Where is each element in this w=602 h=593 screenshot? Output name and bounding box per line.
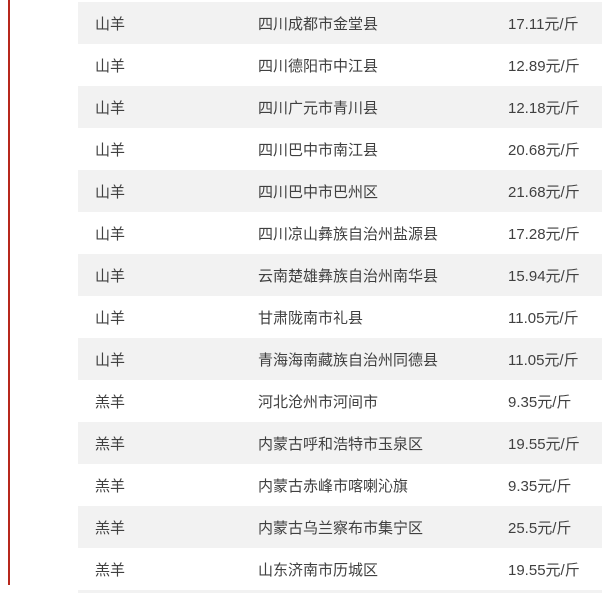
table-row: 山羊 青海海南藏族自治州同德县 11.05元/斤	[78, 338, 602, 380]
breed-cell: 山羊	[95, 183, 126, 201]
breed-cell: 山羊	[95, 99, 126, 117]
price-cell: 21.68元/斤	[508, 183, 580, 201]
price-cell: 9.35元/斤	[508, 477, 572, 495]
breed-cell: 羔羊	[95, 435, 126, 453]
table-row: 山羊 四川凉山彝族自治州盐源县 17.28元/斤	[78, 212, 602, 254]
region-cell: 青海海南藏族自治州同德县	[258, 351, 439, 369]
left-accent-border	[8, 0, 10, 585]
breed-cell: 山羊	[95, 225, 126, 243]
breed-cell: 山羊	[95, 57, 126, 75]
table-row: 山羊 云南楚雄彝族自治州南华县 15.94元/斤	[78, 254, 602, 296]
breed-cell: 山羊	[95, 267, 126, 285]
breed-cell: 羔羊	[95, 561, 126, 579]
breed-cell: 羔羊	[95, 393, 126, 411]
price-cell: 9.35元/斤	[508, 393, 572, 411]
table-row: 羔羊 内蒙古乌兰察布市集宁区 25.5元/斤	[78, 506, 602, 548]
breed-cell: 山羊	[95, 351, 126, 369]
table-row: 山羊 四川巴中市巴州区 21.68元/斤	[78, 170, 602, 212]
region-cell: 甘肃陇南市礼县	[258, 309, 364, 327]
price-cell: 20.68元/斤	[508, 141, 580, 159]
table-row: 羔羊 山东济南市历城区 19.55元/斤	[78, 548, 602, 590]
table-row: 山羊 四川广元市青川县 12.18元/斤	[78, 86, 602, 128]
region-cell: 四川德阳市中江县	[258, 57, 379, 75]
price-cell: 15.94元/斤	[508, 267, 580, 285]
table-row: 羔羊 河北沧州市河间市 9.35元/斤	[78, 380, 602, 422]
price-cell: 19.55元/斤	[508, 561, 580, 579]
livestock-price-table: 山羊 四川成都市金堂县 17.11元/斤 山羊 四川德阳市中江县 12.89元/…	[78, 2, 602, 593]
price-cell: 19.55元/斤	[508, 435, 580, 453]
breed-cell: 羔羊	[95, 519, 126, 537]
table-row: 羔羊 内蒙古呼和浩特市玉泉区 19.55元/斤	[78, 422, 602, 464]
table-row: 羔羊 内蒙古赤峰市喀喇沁旗 9.35元/斤	[78, 464, 602, 506]
breed-cell: 山羊	[95, 309, 126, 327]
table-row: 山羊 四川德阳市中江县 12.89元/斤	[78, 44, 602, 86]
region-cell: 四川广元市青川县	[258, 99, 379, 117]
region-cell: 四川凉山彝族自治州盐源县	[258, 225, 439, 243]
region-cell: 内蒙古乌兰察布市集宁区	[258, 519, 424, 537]
region-cell: 四川巴中市南江县	[258, 141, 379, 159]
breed-cell: 山羊	[95, 15, 126, 33]
table-row: 山羊 四川巴中市南江县 20.68元/斤	[78, 128, 602, 170]
table-row: 山羊 四川成都市金堂县 17.11元/斤	[78, 2, 602, 44]
table-row: 山羊 甘肃陇南市礼县 11.05元/斤	[78, 296, 602, 338]
region-cell: 河北沧州市河间市	[258, 393, 379, 411]
region-cell: 内蒙古赤峰市喀喇沁旗	[258, 477, 409, 495]
region-cell: 山东济南市历城区	[258, 561, 379, 579]
region-cell: 四川巴中市巴州区	[258, 183, 379, 201]
price-cell: 12.18元/斤	[508, 99, 580, 117]
price-cell: 11.05元/斤	[508, 309, 579, 327]
price-cell: 17.28元/斤	[508, 225, 580, 243]
price-cell: 17.11元/斤	[508, 15, 579, 33]
price-cell: 12.89元/斤	[508, 57, 580, 75]
price-cell: 25.5元/斤	[508, 519, 572, 537]
price-cell: 11.05元/斤	[508, 351, 579, 369]
region-cell: 四川成都市金堂县	[258, 15, 379, 33]
breed-cell: 山羊	[95, 141, 126, 159]
breed-cell: 羔羊	[95, 477, 126, 495]
region-cell: 云南楚雄彝族自治州南华县	[258, 267, 439, 285]
region-cell: 内蒙古呼和浩特市玉泉区	[258, 435, 424, 453]
